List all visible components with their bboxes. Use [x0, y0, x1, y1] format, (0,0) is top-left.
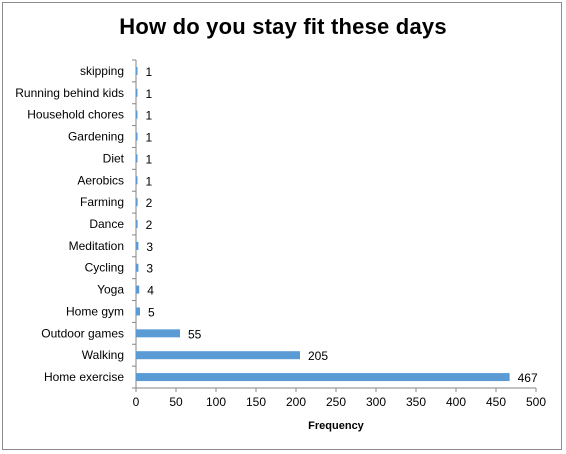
bar — [136, 329, 180, 338]
category-label: skipping — [80, 64, 124, 78]
bar — [136, 241, 139, 250]
data-label: 205 — [308, 349, 328, 363]
category-label: Yoga — [97, 283, 124, 297]
bar — [136, 263, 139, 272]
x-tick-label: 400 — [446, 395, 466, 409]
data-label: 1 — [146, 87, 153, 101]
bar — [136, 110, 138, 119]
category-label: Diet — [103, 151, 125, 165]
data-label: 1 — [146, 65, 153, 79]
category-label: Walking — [82, 348, 124, 362]
category-label: Aerobics — [77, 173, 124, 187]
bar — [136, 88, 138, 97]
data-label: 467 — [518, 371, 538, 385]
x-tick-label: 450 — [486, 395, 506, 409]
data-label: 2 — [146, 196, 153, 210]
bar — [136, 307, 140, 316]
bar — [136, 373, 510, 382]
category-label: Running behind kids — [15, 86, 124, 100]
bar — [136, 285, 140, 294]
data-label: 1 — [146, 174, 153, 188]
x-tick-label: 350 — [406, 395, 426, 409]
axes: 0 50 100 150 200 250 300 350 400 450 500 — [132, 59, 546, 409]
chart-title: How do you stay fit these days — [119, 14, 447, 39]
category-label: Home exercise — [44, 370, 124, 384]
data-label: 1 — [146, 131, 153, 145]
x-axis-title: Frequency — [308, 420, 365, 432]
bars — [136, 66, 510, 382]
bar — [136, 176, 138, 185]
category-label: Household chores — [27, 108, 124, 122]
data-label: 55 — [188, 327, 202, 341]
category-label: Farming — [80, 195, 124, 209]
bar — [136, 351, 300, 360]
category-label: Gardening — [68, 130, 124, 144]
labels: skipping 1 Running behind kids 1 Household c… — [15, 64, 538, 385]
x-tick-label: 300 — [366, 395, 386, 409]
x-tick-label: 250 — [326, 395, 346, 409]
x-tick-label: 150 — [246, 395, 266, 409]
x-tick-label: 50 — [169, 395, 183, 409]
bar — [136, 154, 138, 163]
x-tick-label: 0 — [133, 395, 140, 409]
bar — [136, 220, 138, 228]
bar — [136, 198, 138, 207]
x-tick-label: 100 — [206, 395, 226, 409]
bar — [136, 132, 138, 141]
category-label: Cycling — [85, 261, 124, 275]
x-tick-label: 500 — [526, 395, 546, 409]
data-label: 1 — [146, 109, 153, 123]
data-label: 3 — [146, 240, 153, 254]
bar — [136, 66, 138, 75]
category-label: Meditation — [69, 239, 124, 253]
data-label: 3 — [146, 262, 153, 276]
data-label: 2 — [146, 218, 153, 232]
category-label: Dance — [89, 217, 124, 231]
data-label: 1 — [146, 152, 153, 166]
data-label: 4 — [147, 284, 154, 298]
category-label: Outdoor games — [41, 326, 124, 340]
x-tick-label: 200 — [286, 395, 306, 409]
data-label: 5 — [148, 305, 155, 319]
category-label: Home gym — [66, 304, 124, 318]
